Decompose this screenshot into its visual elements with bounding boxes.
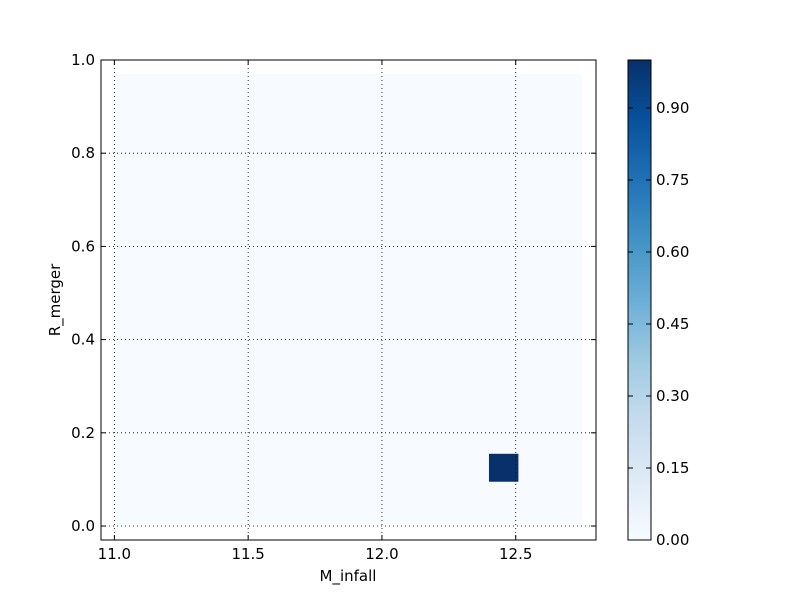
colorbar-tick-label: 0.15 (656, 459, 689, 477)
x-tick-label: 12.5 (499, 545, 532, 563)
plot-frame (100, 59, 597, 541)
y-tick-label: 0.4 (71, 331, 95, 349)
y-tick-label: 0.6 (71, 237, 95, 255)
y-tick-label: 0.0 (71, 517, 95, 535)
colorbar-gradient (627, 59, 652, 541)
y-tick-label: 0.8 (71, 144, 95, 162)
colorbar-tick-label: 0.30 (656, 387, 689, 405)
x-tick-label: 11.0 (98, 545, 131, 563)
x-tick-label: 12.0 (365, 545, 398, 563)
plot-area: 11.0 11.5 12.0 12.5 0.0 0.2 0.4 0.6 0.8 1.0 (71, 51, 597, 563)
colorbar-tick-label: 0.00 (656, 531, 689, 549)
heatmap-background (114, 73, 583, 527)
colorbar-tick-label: 0.45 (656, 315, 689, 333)
x-axis-label: M_infall (320, 567, 377, 586)
colorbar-ticks: 0.00 0.15 0.30 0.45 0.60 0.75 0.90 (628, 99, 689, 549)
x-axis-ticks: 11.0 11.5 12.0 12.5 (98, 60, 532, 563)
x-tick-label: 11.5 (231, 545, 264, 563)
y-tick-label: 1.0 (71, 51, 95, 69)
colorbar-tick-label: 0.90 (656, 99, 689, 117)
colorbar-tick-label: 0.60 (656, 243, 689, 261)
colorbar: 0.00 0.15 0.30 0.45 0.60 0.75 0.90 (627, 59, 689, 549)
heatmap-cell (488, 453, 519, 482)
y-tick-label: 0.2 (71, 424, 95, 442)
colorbar-tick-label: 0.75 (656, 171, 689, 189)
y-axis-ticks: 0.0 0.2 0.4 0.6 0.8 1.0 (71, 51, 596, 535)
y-axis-label: R_merger (46, 263, 65, 336)
heatmap-cells (488, 453, 519, 482)
